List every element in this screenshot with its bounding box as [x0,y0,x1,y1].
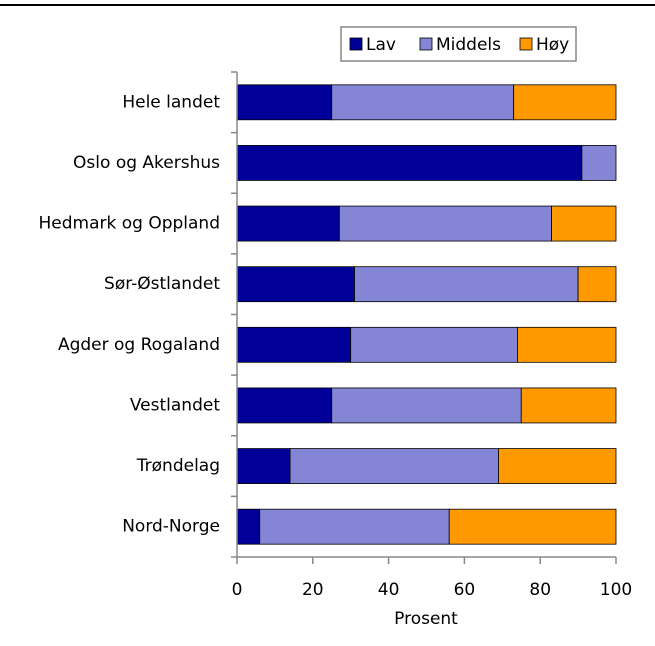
y-tick-label: Trøndelag [136,456,220,476]
bar-segment [350,326,518,363]
bar-segment [354,266,579,303]
legend-swatch [419,37,433,51]
bar-segment [520,387,617,424]
x-tick-label: 60 [454,580,476,600]
bar-segment [236,84,333,121]
y-tick-label: Hele landet [122,92,220,112]
legend-swatch [349,37,363,51]
bar-segment [517,326,617,363]
bar-segment [236,387,333,424]
x-tick-label: 0 [232,580,243,600]
legend-swatch [519,37,533,51]
bar-segment [448,508,617,545]
bar-segment [236,448,291,484]
y-tick-label: Vestlandet [130,395,220,415]
bar-segment [236,266,355,303]
y-tick-label: Oslo og Akershus [73,153,220,173]
y-tick-label: Nord-Norge [122,517,220,537]
bar-segment [236,205,340,242]
bar-segment [236,145,583,181]
bar-segment [581,145,617,181]
bar-segment [338,205,552,242]
y-tick-label: Sør-Østlandet [104,274,220,294]
bar-segment [331,387,522,424]
y-tick-label: Agder og Rogaland [58,335,220,355]
bar-segment [331,84,515,121]
bar-segment [236,326,352,363]
legend-label: Lav [366,35,396,55]
x-tick-label: 100 [600,580,632,600]
legend-label: Middels [436,35,501,55]
x-tick-label: 20 [302,580,324,600]
bar-segment [236,508,261,545]
x-tick-label: 40 [378,580,400,600]
legend-box [340,26,577,62]
x-tick-label: 80 [529,580,551,600]
bar-segment [259,508,450,545]
bar-segment [289,448,499,484]
bar-segment [513,84,617,121]
bar-segment [577,266,617,303]
y-tick-label: Hedmark og Oppland [38,214,220,234]
bar-segment [498,448,617,484]
bar-segment [551,205,617,242]
legend-label: Høy [536,35,569,55]
x-axis-label: Prosent [394,609,458,629]
